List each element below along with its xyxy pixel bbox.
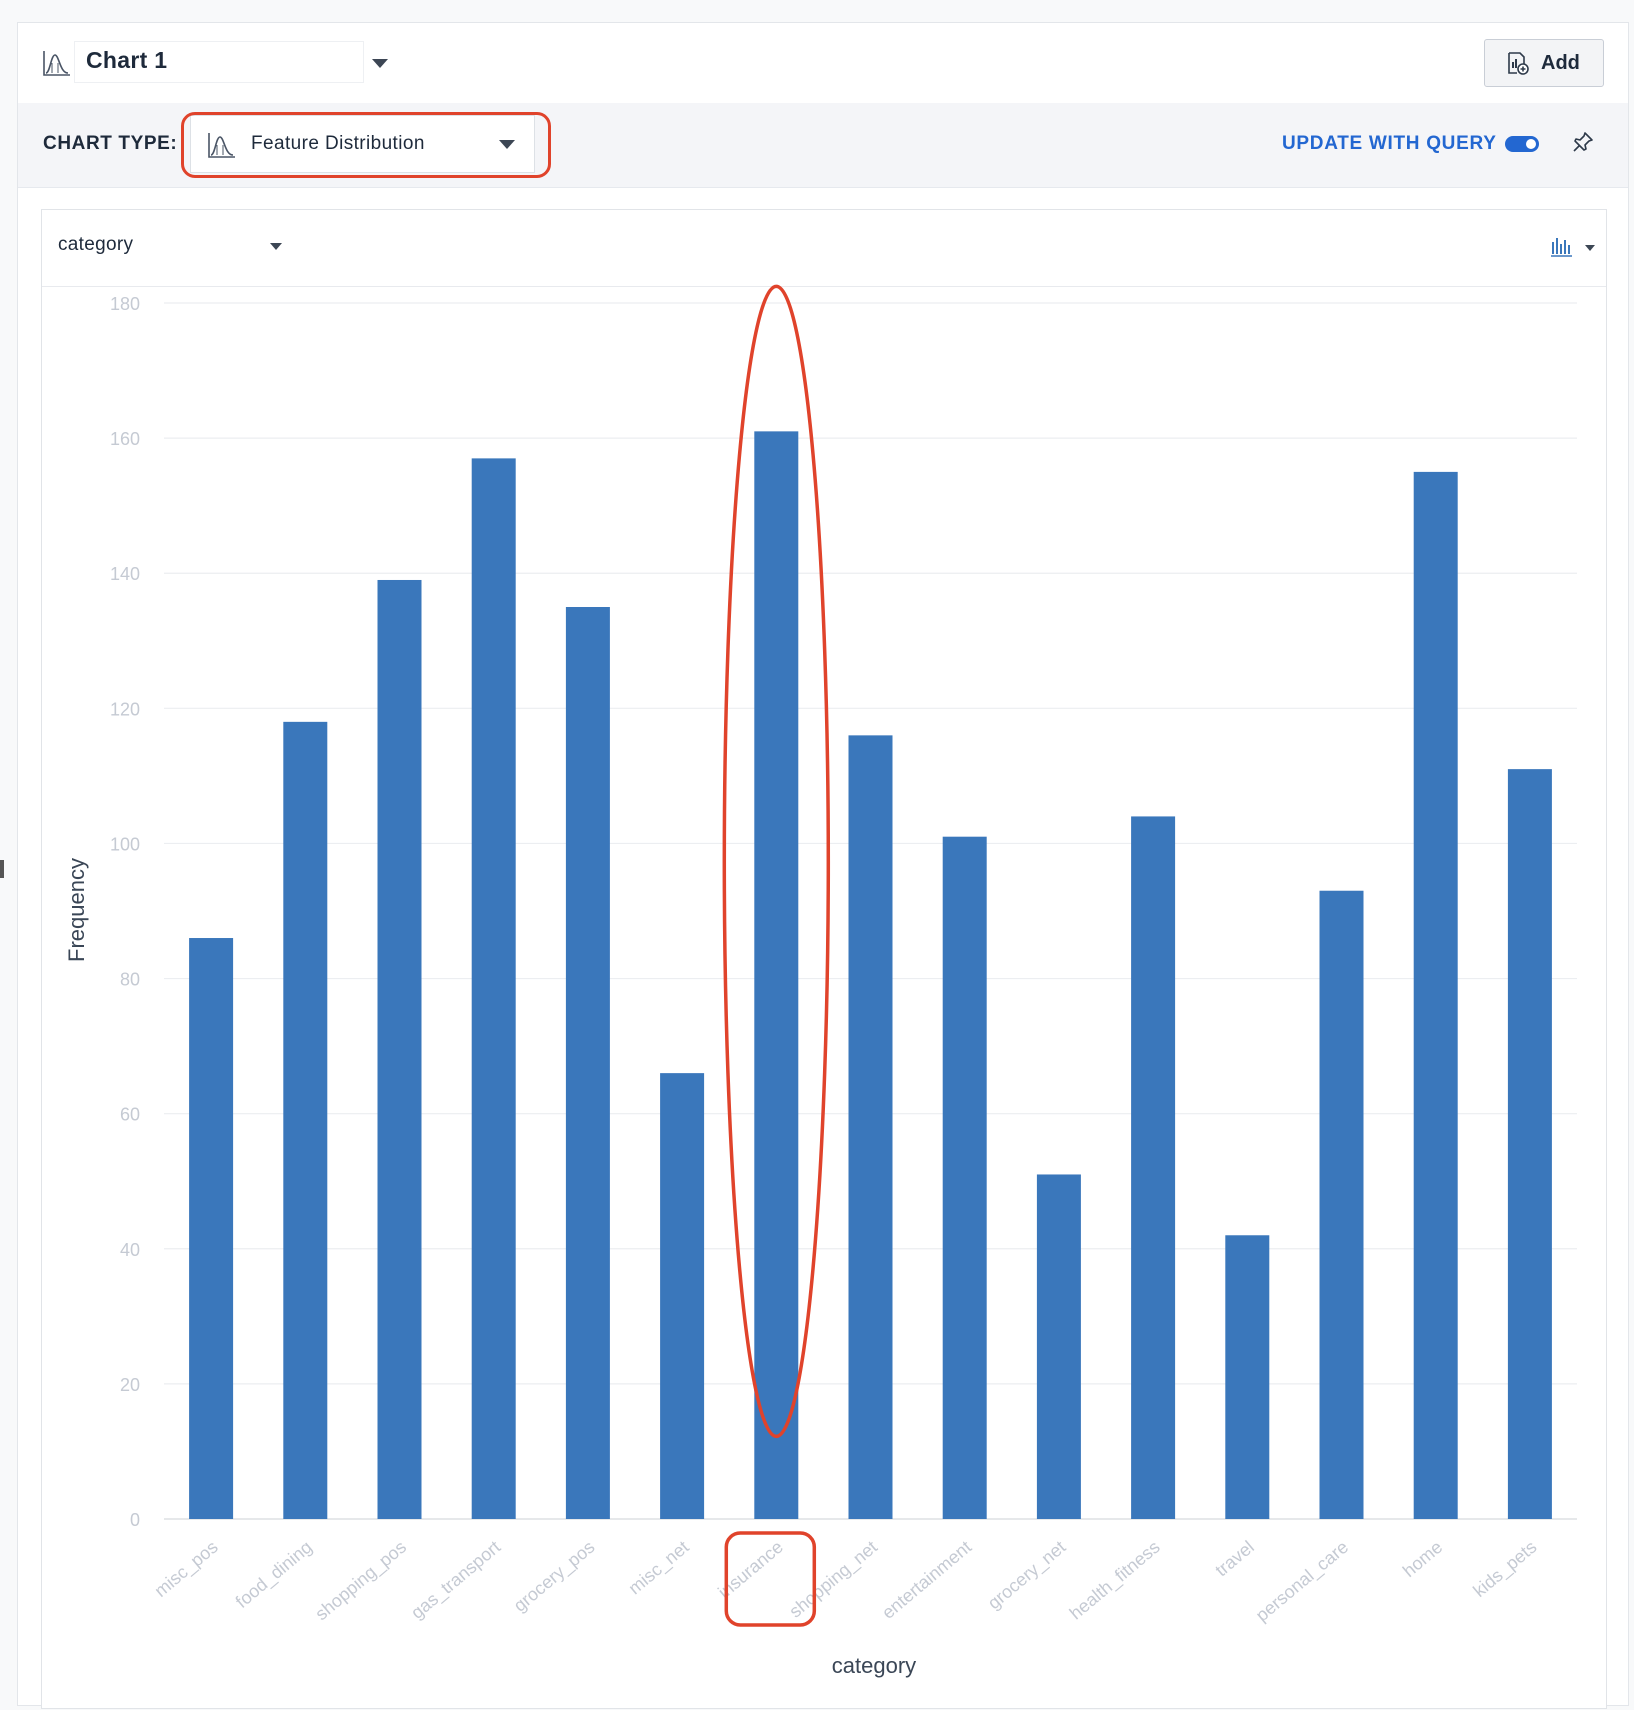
bar-misc_net (660, 1073, 705, 1519)
update-with-query-toggle[interactable] (1505, 136, 1539, 152)
x-tick-label: personal_care (1252, 1537, 1353, 1626)
chart-name-input[interactable] (74, 41, 364, 83)
bar-health_fitness (1131, 816, 1176, 1519)
y-tick-label: 160 (110, 429, 140, 449)
bar-food_dining (283, 721, 328, 1519)
y-axis-title: Frequency (64, 858, 89, 962)
chart-type-label: CHART TYPE: (43, 133, 178, 154)
chart-card-header: category (42, 210, 1606, 287)
side-marker (0, 860, 4, 878)
x-tick-label: food_dining (232, 1537, 317, 1613)
add-button[interactable]: Add (1484, 39, 1604, 87)
chart-type-caret-down-icon (499, 140, 515, 149)
x-tick-label: shopping_net (785, 1537, 881, 1623)
histogram-options-caret-down-icon[interactable] (1585, 245, 1595, 251)
x-tick-label: kids_pets (1469, 1537, 1541, 1602)
x-tick-label: grocery_net (984, 1537, 1070, 1614)
feature-select[interactable]: category (58, 234, 134, 255)
annotation-label-box (724, 1531, 817, 1627)
x-tick-label: grocery_pos (510, 1537, 599, 1617)
y-tick-label: 100 (110, 834, 140, 854)
x-tick-label: entertainment (878, 1537, 975, 1623)
chart-title-bar: Chart 1 Add (18, 23, 1628, 104)
bar-home (1413, 471, 1458, 1519)
update-with-query-label: UPDATE WITH QUERY (1282, 133, 1497, 154)
toggle-knob (1526, 139, 1536, 149)
x-tick-label: shopping_pos (311, 1537, 410, 1625)
chart-card: category 0 20 40 60 80 100 120 140 160 180 misc_po… (41, 209, 1607, 1709)
x-tick-label: home (1399, 1537, 1446, 1581)
chart-name: Chart 1 (86, 47, 168, 73)
bar-kids_pets (1507, 769, 1552, 1519)
bar-insurance (754, 431, 799, 1519)
y-tick-label: 80 (120, 970, 140, 990)
chart-selector-caret-down-icon[interactable] (372, 59, 388, 68)
x-tick-label: travel (1211, 1537, 1258, 1581)
y-tick-label: 20 (120, 1375, 140, 1395)
x-tick-label: health_fitness (1066, 1537, 1165, 1624)
histogram-options-icon[interactable] (1550, 236, 1574, 258)
chart-type-value: Feature Distribution (251, 133, 425, 154)
y-tick-label: 0 (130, 1510, 140, 1530)
x-tick-label: misc_net (625, 1537, 694, 1599)
bar-chart: 0 20 40 60 80 100 120 140 160 180 misc_pos food_din… (64, 284, 1577, 1678)
pin-icon[interactable] (1571, 130, 1595, 154)
add-label: Add (1541, 52, 1580, 74)
x-tick-label: misc_pos (151, 1537, 223, 1602)
chart-type-select[interactable]: Feature Distribution (190, 115, 535, 173)
bar-gas_transport (471, 458, 516, 1519)
x-axis-title: category (832, 1653, 916, 1678)
bar-shopping_pos (377, 579, 422, 1519)
bar-shopping_net (848, 735, 893, 1519)
bar-misc_pos (189, 938, 234, 1519)
bar-grocery_net (1036, 1174, 1081, 1519)
bar-travel (1225, 1235, 1270, 1519)
y-tick-label: 180 (110, 294, 140, 314)
y-tick-label: 120 (110, 699, 140, 719)
feature-caret-down-icon[interactable] (270, 243, 282, 250)
bar-grocery_pos (565, 607, 610, 1519)
bar-personal_care (1319, 890, 1364, 1519)
annotation-ellipse (722, 284, 831, 1439)
y-tick-label: 40 (120, 1240, 140, 1260)
y-tick-label: 140 (110, 564, 140, 584)
chart-type-bar: CHART TYPE: Feature Distribution UPDATE … (18, 103, 1628, 188)
bar-entertainment (942, 836, 987, 1519)
y-tick-label: 60 (120, 1105, 140, 1125)
x-tick-label: gas_transport (407, 1537, 505, 1624)
add-chart-icon (1508, 52, 1529, 75)
feature-distribution-icon (208, 133, 235, 158)
chart-panel: Chart 1 Add CHART TYPE: Feature Distri (17, 22, 1629, 1709)
chart-type-icon (43, 51, 70, 76)
